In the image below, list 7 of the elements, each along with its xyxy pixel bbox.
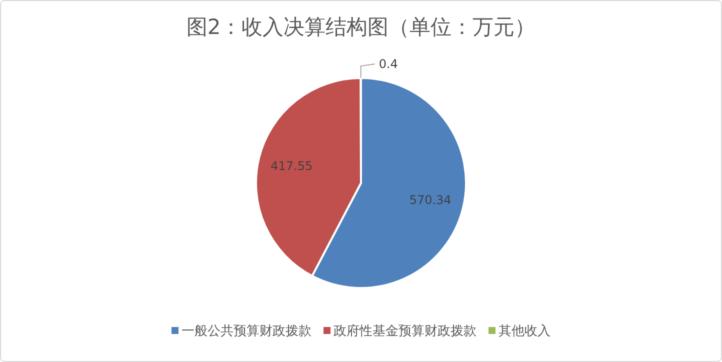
chart-title: 图2：收入决算结构图（单位：万元） <box>186 15 536 39</box>
data-label: 417.55 <box>270 158 313 173</box>
legend-label: 政府性基金预算财政拨款 <box>334 323 476 339</box>
data-label: 570.34 <box>409 193 452 208</box>
legend-label: 其他收入 <box>498 324 550 339</box>
legend-label: 一般公共预算财政拨款 <box>182 324 312 339</box>
data-label: 0.4 <box>378 57 398 71</box>
